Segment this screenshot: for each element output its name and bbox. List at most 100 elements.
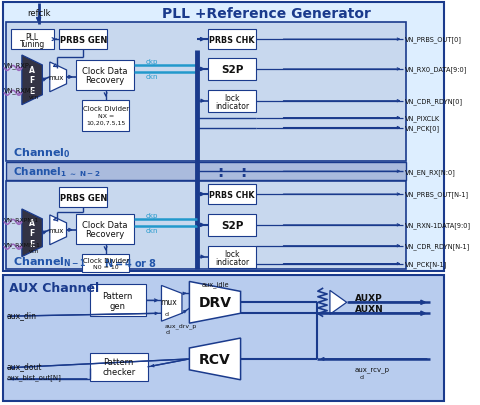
- Polygon shape: [330, 291, 347, 314]
- Text: Clock Data: Clock Data: [82, 67, 128, 76]
- FancyBboxPatch shape: [208, 185, 256, 205]
- Text: indicator: indicator: [215, 102, 249, 111]
- Text: Recovery: Recovery: [85, 230, 124, 239]
- Text: VN_CDR_RDYN[N-1]: VN_CDR_RDYN[N-1]: [405, 243, 470, 249]
- Text: Clock Divider: Clock Divider: [83, 257, 129, 263]
- FancyBboxPatch shape: [208, 214, 256, 236]
- Polygon shape: [190, 282, 240, 323]
- Text: VN_PRBS_OUT[N-1]: VN_PRBS_OUT[N-1]: [405, 191, 469, 198]
- Text: aux_bist_out[N]: aux_bist_out[N]: [7, 373, 62, 380]
- FancyBboxPatch shape: [83, 100, 129, 132]
- Text: VN_RXN-1DATA[9:0]: VN_RXN-1DATA[9:0]: [405, 222, 471, 229]
- Text: lock: lock: [225, 94, 240, 103]
- Text: VN_PIXCLK: VN_PIXCLK: [405, 115, 441, 122]
- Text: A
F
E: A F E: [29, 218, 35, 248]
- FancyBboxPatch shape: [11, 30, 53, 50]
- Text: vcn: vcn: [29, 249, 40, 254]
- Text: PLL +Reference Generator: PLL +Reference Generator: [162, 7, 371, 21]
- FancyBboxPatch shape: [208, 59, 256, 81]
- Text: PRBS GEN: PRBS GEN: [60, 193, 107, 202]
- Text: S2P: S2P: [221, 65, 243, 75]
- Text: PLL: PLL: [25, 32, 39, 42]
- Text: AUXP: AUXP: [355, 293, 383, 302]
- Text: lock: lock: [225, 249, 240, 258]
- Text: $\mathbf{Channel_{N-1}}$: $\mathbf{Channel_{N-1}}$: [12, 255, 86, 269]
- Text: vcn: vcn: [29, 95, 40, 100]
- Polygon shape: [22, 56, 42, 105]
- Text: checker: checker: [102, 367, 135, 376]
- Text: d: d: [360, 374, 364, 379]
- Text: AUX Channel: AUX Channel: [9, 281, 99, 294]
- FancyBboxPatch shape: [59, 188, 108, 207]
- FancyBboxPatch shape: [90, 353, 147, 381]
- Text: d: d: [165, 329, 169, 334]
- Text: Tuning: Tuning: [20, 40, 45, 49]
- Text: :: :: [217, 164, 223, 179]
- Text: aux_dout: aux_dout: [7, 362, 42, 371]
- Text: ckp: ckp: [146, 59, 158, 65]
- Text: 10,20,7.5,15: 10,20,7.5,15: [86, 121, 125, 126]
- Polygon shape: [50, 215, 67, 245]
- Polygon shape: [22, 209, 42, 257]
- FancyBboxPatch shape: [208, 246, 256, 268]
- Text: S2P: S2P: [221, 220, 243, 230]
- Text: aux_rcv_p: aux_rcv_p: [355, 366, 390, 372]
- Text: $\mathbf{Channel_0}$: $\mathbf{Channel_0}$: [12, 146, 71, 160]
- Text: VN_RXM₀: VN_RXM₀: [4, 87, 34, 94]
- Text: Clock Data: Clock Data: [82, 221, 128, 230]
- Text: $\mathbf{N=4\ or\ 8}$: $\mathbf{N=4\ or\ 8}$: [104, 256, 157, 268]
- FancyBboxPatch shape: [6, 182, 406, 269]
- Text: ckn: ckn: [146, 227, 158, 233]
- FancyBboxPatch shape: [83, 254, 129, 272]
- FancyBboxPatch shape: [6, 163, 406, 181]
- Text: PRBS GEN: PRBS GEN: [60, 36, 107, 45]
- Text: VN_PCK[N-1]: VN_PCK[N-1]: [405, 260, 447, 267]
- Text: AUXN: AUXN: [355, 304, 384, 313]
- Text: VN_PRBS_OUT[0]: VN_PRBS_OUT[0]: [405, 37, 462, 43]
- Text: RCV: RCV: [199, 352, 230, 366]
- FancyBboxPatch shape: [6, 23, 406, 162]
- Text: VN_PCK[0]: VN_PCK[0]: [405, 125, 441, 132]
- Polygon shape: [50, 63, 67, 92]
- Polygon shape: [190, 338, 240, 380]
- Text: gen: gen: [110, 301, 126, 310]
- Text: DRV: DRV: [199, 296, 232, 309]
- Text: Clock Divider: Clock Divider: [83, 105, 129, 111]
- Text: Pattern: Pattern: [104, 358, 134, 367]
- Text: indicator: indicator: [215, 258, 249, 266]
- Text: :: :: [240, 164, 247, 179]
- Text: VN_EN_RX[N:0]: VN_EN_RX[N:0]: [405, 168, 456, 175]
- Text: refclk: refclk: [27, 9, 51, 18]
- Text: VN_RX0_DATA[9:0]: VN_RX0_DATA[9:0]: [405, 66, 468, 73]
- FancyBboxPatch shape: [59, 30, 108, 50]
- Text: Recovery: Recovery: [85, 76, 124, 85]
- FancyBboxPatch shape: [3, 3, 444, 271]
- FancyBboxPatch shape: [208, 30, 256, 50]
- Text: aux_idle: aux_idle: [202, 280, 229, 287]
- Text: VN_RXP₀: VN_RXP₀: [4, 62, 33, 69]
- FancyBboxPatch shape: [90, 285, 145, 316]
- Text: mux: mux: [48, 227, 64, 233]
- Text: aux_drv_p: aux_drv_p: [164, 322, 196, 328]
- FancyBboxPatch shape: [76, 61, 133, 91]
- Text: ckp: ckp: [146, 212, 158, 218]
- Text: VN_RXPN-1: VN_RXPN-1: [4, 217, 39, 222]
- Text: mux: mux: [48, 75, 64, 81]
- Text: VN_RXMN-1: VN_RXMN-1: [4, 241, 41, 247]
- FancyBboxPatch shape: [208, 91, 256, 112]
- Text: VN_CDR_RDYN[0]: VN_CDR_RDYN[0]: [405, 98, 464, 105]
- Polygon shape: [161, 286, 182, 322]
- FancyBboxPatch shape: [3, 276, 444, 401]
- Text: mux: mux: [160, 297, 177, 306]
- Text: N0 = 10: N0 = 10: [93, 264, 119, 269]
- Text: PRBS CHK: PRBS CHK: [209, 190, 255, 199]
- Text: $\mathbf{Channel_{1\ \sim\ N-2}}$: $\mathbf{Channel_{1\ \sim\ N-2}}$: [12, 165, 100, 179]
- Text: NX =: NX =: [97, 114, 114, 119]
- Text: aux_din: aux_din: [7, 310, 37, 319]
- Text: ckn: ckn: [146, 74, 158, 80]
- Text: d: d: [164, 311, 168, 316]
- FancyBboxPatch shape: [76, 214, 133, 244]
- Text: A
F
E: A F E: [29, 66, 35, 96]
- Text: Pattern: Pattern: [103, 291, 133, 300]
- Text: PRBS CHK: PRBS CHK: [209, 36, 255, 45]
